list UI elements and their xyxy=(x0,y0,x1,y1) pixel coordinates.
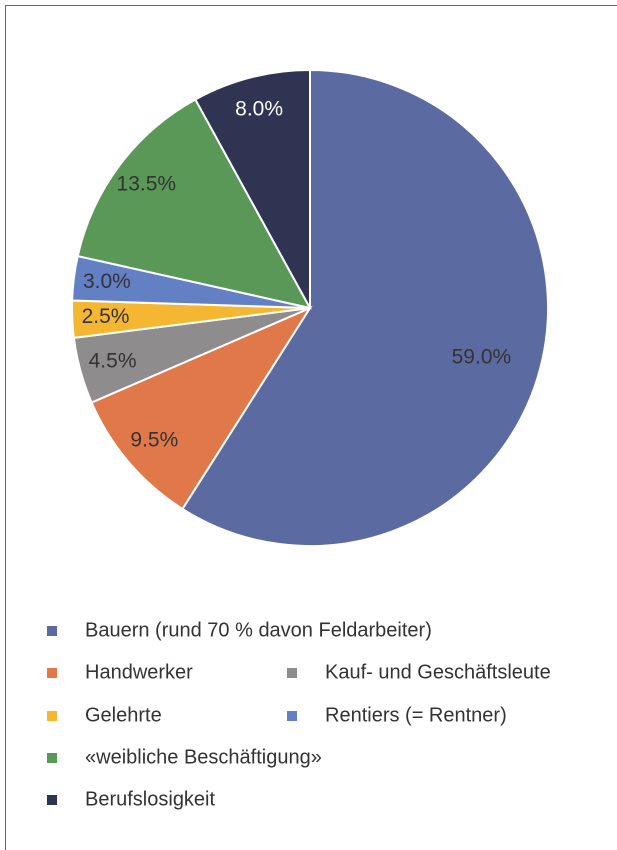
legend-label: Handwerker xyxy=(85,661,193,683)
legend-label: «weibliche Beschäftigung» xyxy=(85,746,322,768)
pie-slice xyxy=(181,68,549,547)
slice-label: 13.5% xyxy=(117,173,177,196)
legend-label: Bauern (rund 70 % davon Feldarbeiter) xyxy=(85,619,432,641)
legend-label: Kauf- und Geschäftsleute xyxy=(325,661,551,683)
legend-label: Berufslosigkeit xyxy=(85,788,216,810)
legend-label: Gelehrte xyxy=(85,704,162,726)
slice-label: 4.5% xyxy=(89,350,137,373)
legend-label: Rentiers (= Rentner) xyxy=(325,704,507,726)
slice-label: 8.0% xyxy=(235,97,283,120)
legend-swatch xyxy=(47,795,57,805)
legend-swatch xyxy=(287,668,297,678)
pie-slice xyxy=(76,98,312,310)
legend-swatch xyxy=(47,711,57,721)
pie-slice xyxy=(90,305,313,511)
legend-swatch xyxy=(47,626,57,636)
frame xyxy=(5,5,617,850)
legend-swatch xyxy=(47,668,57,678)
slice-label: 59.0% xyxy=(452,345,512,368)
slice-label: 2.5% xyxy=(82,305,130,328)
slice-label: 9.5% xyxy=(130,428,178,451)
slice-label: 3.0% xyxy=(83,270,131,293)
legend-swatch xyxy=(47,753,57,763)
legend-swatch xyxy=(287,711,297,721)
pie-slice xyxy=(193,68,311,309)
